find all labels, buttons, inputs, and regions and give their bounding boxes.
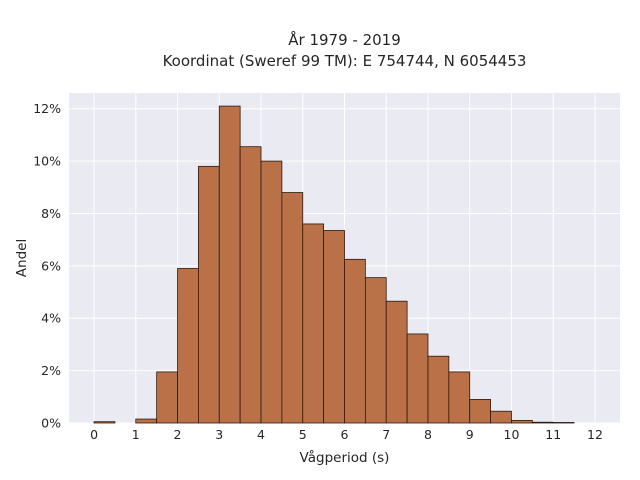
x-tick-label: 8 xyxy=(424,427,432,442)
y-tick-label: 4% xyxy=(41,311,61,326)
histogram-bar xyxy=(260,160,283,424)
histogram-bar xyxy=(448,371,471,424)
y-axis-label: Andel xyxy=(14,239,30,277)
bars xyxy=(93,105,575,424)
y-tick-label: 10% xyxy=(33,154,61,169)
x-tick-label: 11 xyxy=(545,427,561,442)
histogram-bar xyxy=(406,333,429,424)
histogram-bar xyxy=(302,223,325,424)
x-tick-label: 9 xyxy=(466,427,474,442)
chart-title-line-2: Koordinat (Sweref 99 TM): E 754744, N 60… xyxy=(163,52,527,70)
histogram-bar xyxy=(469,399,491,424)
x-tick-label: 6 xyxy=(341,427,349,442)
histogram-bar xyxy=(198,165,220,424)
x-tick-label: 0 xyxy=(90,427,98,442)
histogram-bar xyxy=(364,277,387,424)
histogram-bar xyxy=(531,421,554,424)
y-tick-label: 12% xyxy=(33,101,61,116)
y-tick-label: 8% xyxy=(41,206,61,221)
x-tick-label: 2 xyxy=(174,427,182,442)
y-tick-label: 6% xyxy=(41,258,61,273)
x-tick-label: 10 xyxy=(504,427,520,442)
y-tick-labels: 0% 2% 4% 6% 8% 10% 12% xyxy=(33,101,61,430)
x-tick-label: 12 xyxy=(587,427,603,442)
histogram-bar xyxy=(385,300,408,424)
histogram-bar xyxy=(239,146,262,424)
histogram-bar xyxy=(490,410,512,424)
histogram-bar xyxy=(344,258,366,424)
histogram-bar xyxy=(511,419,533,424)
histogram-bar xyxy=(552,422,575,424)
histogram-bar xyxy=(177,268,199,424)
x-tick-label: 3 xyxy=(215,427,223,442)
y-tick-label: 0% xyxy=(41,416,61,431)
x-axis-label: Vågperiod (s) xyxy=(300,449,390,466)
histogram-bar xyxy=(323,230,345,424)
histogram-bar xyxy=(135,418,158,424)
x-tick-labels: 0 1 2 3 4 5 6 7 8 9 10 11 12 xyxy=(90,427,603,442)
x-tick-label: 7 xyxy=(382,427,390,442)
x-tick-label: 1 xyxy=(132,427,140,442)
histogram-bar xyxy=(218,105,241,424)
x-tick-label: 4 xyxy=(257,427,265,442)
histogram-bar xyxy=(281,192,304,424)
histogram-bar xyxy=(427,355,450,424)
y-tick-label: 2% xyxy=(41,363,61,378)
chart-title-line-1: År 1979 - 2019 xyxy=(288,30,401,49)
histogram-bar xyxy=(156,371,178,424)
histogram-bar xyxy=(93,421,116,424)
x-tick-label: 5 xyxy=(299,427,307,442)
